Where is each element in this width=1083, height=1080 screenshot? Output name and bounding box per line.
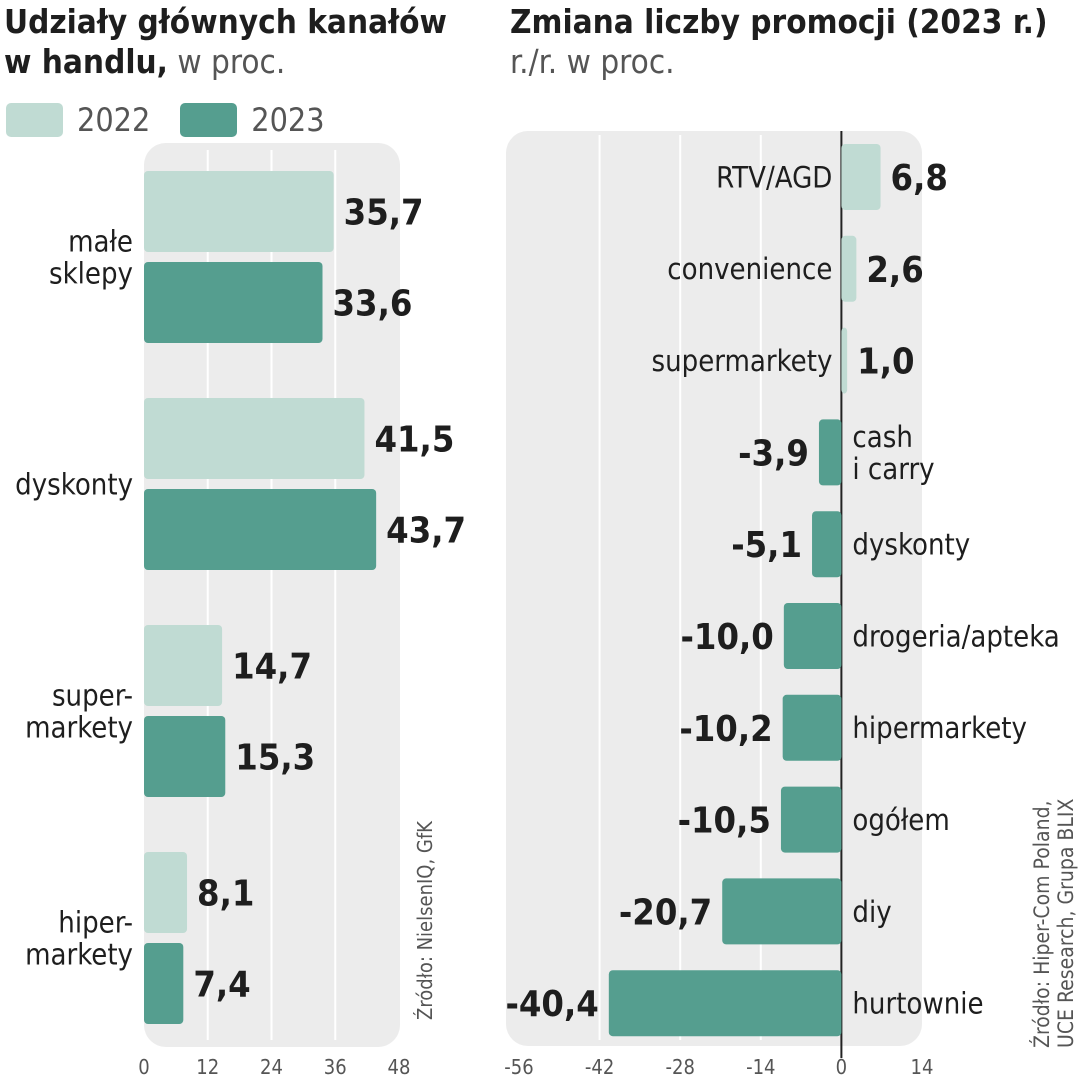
right-bar-positive: [841, 327, 848, 394]
right-category-label: hipermarkety: [852, 711, 1027, 745]
left-data-label: 43,7: [386, 511, 466, 552]
right-category-label: supermarkety: [652, 344, 833, 378]
right-category-label: diy: [852, 895, 891, 929]
right-category-label: hurtownie: [852, 987, 983, 1021]
legend: 2022 2023: [6, 102, 355, 138]
right-x-tick-label: -28: [666, 1055, 695, 1079]
right-category-label: dyskonty: [852, 528, 970, 562]
right-category-label: drogeria/apteka: [852, 619, 1059, 653]
right-source-note-line2: UCE Research, Grupa BLIX: [1054, 799, 1078, 1048]
legend-swatch-2023: [180, 103, 238, 137]
left-title-bold-line2: w handlu,: [4, 42, 168, 81]
right-category-label: cash: [852, 420, 912, 454]
legend-label-2022: 2022: [77, 101, 151, 139]
right-bar-negative: [782, 694, 842, 761]
right-bar-negative: [722, 878, 842, 945]
right-category-label: ogółem: [852, 803, 949, 837]
right-data-label: 6,8: [891, 158, 948, 199]
right-data-label: -10,0: [680, 617, 773, 658]
right-bar-negative: [818, 419, 842, 486]
right-chart-title: Zmiana liczby promocji (2023 r.) r./r. w…: [510, 2, 1048, 82]
left-bar-2023: [144, 716, 226, 797]
left-bar-2022: [144, 852, 188, 933]
left-bar-2022: [144, 625, 223, 706]
left-bar-2023: [144, 489, 377, 570]
left-bar-2022: [144, 171, 334, 252]
left-x-tick-label: 0: [138, 1055, 149, 1079]
right-data-label: 1,0: [857, 342, 914, 383]
right-category-label: RTV/AGD: [716, 160, 832, 194]
right-bar-negative: [608, 970, 842, 1037]
right-subtitle: r./r. w proc.: [510, 42, 675, 81]
left-data-label: 7,4: [193, 965, 250, 1006]
left-category-label: hiper-: [58, 905, 133, 939]
left-category-label: super-: [52, 678, 133, 712]
right-x-tick-label: 14: [911, 1055, 934, 1079]
right-title: Zmiana liczby promocji (2023 r.): [510, 2, 1048, 41]
right-x-tick-label: -56: [504, 1055, 533, 1079]
right-data-label: -10,2: [679, 709, 772, 750]
legend-label-2023: 2023: [251, 101, 325, 139]
right-data-label: -5,1: [731, 525, 802, 566]
left-source-note: Źródło: NielsenIQ, GfK: [413, 820, 437, 1020]
right-x-tick-label: -42: [585, 1055, 614, 1079]
right-bar-negative: [783, 603, 842, 669]
right-source-note-line1: Źródło: Hiper-Com Poland,: [1029, 800, 1054, 1048]
left-x-tick-label: 24: [260, 1055, 283, 1079]
left-data-label: 33,6: [333, 284, 413, 325]
right-data-label: -40,4: [505, 984, 598, 1025]
left-bar-2023: [144, 943, 184, 1024]
left-bar-2022: [144, 398, 365, 479]
right-bar-positive: [841, 235, 857, 302]
left-x-tick-label: 48: [388, 1055, 411, 1079]
right-bar-negative: [812, 511, 842, 578]
right-data-label: -10,5: [678, 801, 771, 842]
left-title-unit: w proc.: [167, 42, 286, 81]
legend-swatch-2022: [6, 103, 63, 137]
left-data-label: 41,5: [374, 420, 454, 461]
right-x-tick-label: -14: [746, 1055, 775, 1079]
left-bar-2023: [144, 262, 323, 343]
right-data-label: -3,9: [738, 433, 809, 474]
left-data-label: 8,1: [197, 874, 254, 915]
left-category-label: dyskonty: [15, 467, 133, 501]
left-category-label: sklepy: [49, 256, 133, 290]
left-category-label: markety: [25, 937, 133, 971]
left-category-label: małe: [68, 224, 133, 258]
right-data-label: 2,6: [866, 250, 923, 291]
right-category-label: i carry: [852, 452, 934, 486]
right-data-label: -20,7: [619, 892, 712, 933]
left-title-bold-line1: Udziały głównych kanałów: [4, 2, 447, 41]
left-data-label: 15,3: [235, 738, 315, 779]
right-bar-negative: [780, 786, 842, 853]
left-data-label: 35,7: [344, 193, 424, 234]
right-x-tick-label: 0: [836, 1055, 847, 1079]
left-chart-title: Udziały głównych kanałów w handlu, w pro…: [4, 2, 447, 82]
left-category-label: markety: [25, 710, 133, 744]
left-data-label: 14,7: [232, 647, 312, 688]
left-x-tick-label: 36: [324, 1055, 347, 1079]
left-x-tick-label: 12: [196, 1055, 219, 1079]
right-bar-positive: [841, 144, 881, 210]
right-category-label: convenience: [667, 252, 832, 286]
